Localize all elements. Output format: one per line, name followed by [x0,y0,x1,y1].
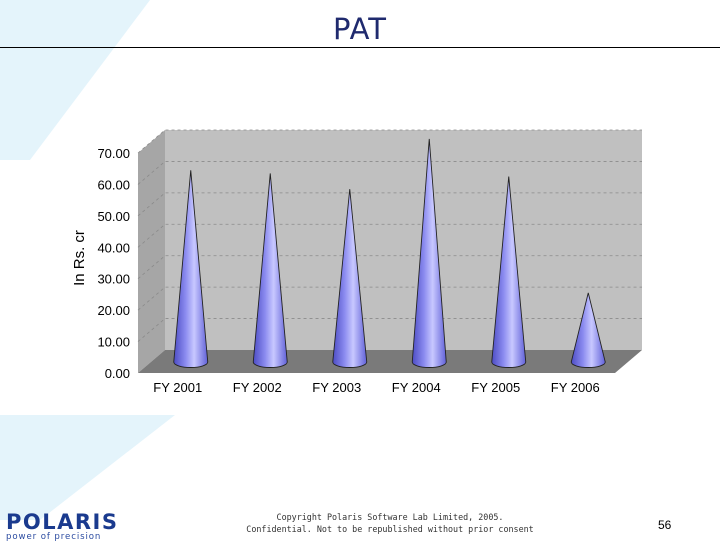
x-tick-label: FY 2002 [233,380,282,395]
page-number: 56 [658,518,672,532]
y-axis-label: In Rs. cr [71,230,88,286]
y-tick-label: 10.00 [97,335,130,350]
y-tick-label: 60.00 [97,177,130,192]
logo-wordmark: POLARIS [6,510,119,534]
cone-bar [491,176,527,368]
x-tick-label: FY 2006 [551,380,600,395]
y-tick-label: 50.00 [97,209,130,224]
y-tick-label: 20.00 [97,303,130,318]
cone-bar [570,292,606,368]
x-tick-label: FY 2001 [153,380,202,395]
chart-side-wall [138,130,165,373]
y-tick-label: 0.00 [105,366,130,381]
cone-bar [173,170,209,368]
cone-bar [411,138,447,368]
title-rule [0,47,720,48]
x-tick-label: FY 2004 [392,380,441,395]
y-tick-label: 40.00 [97,240,130,255]
chart-floor [138,350,642,373]
cone-bar [332,189,368,368]
footer-line-2: Confidential. Not to be republished with… [246,524,534,534]
slide-title: PAT [333,12,387,46]
cone-bar [252,173,288,368]
y-tick-label: 70.00 [97,146,130,161]
polaris-logo: POLARIS power of precision [6,512,124,542]
y-tick-label: 30.00 [97,272,130,287]
x-tick-label: FY 2003 [312,380,361,395]
chart-back-wall [165,130,642,350]
footer-line-1: Copyright Polaris Software Lab Limited, … [276,512,504,522]
x-tick-label: FY 2005 [471,380,520,395]
footer-copyright: Copyright Polaris Software Lab Limited, … [240,511,540,535]
logo-tagline: power of precision [6,532,102,542]
